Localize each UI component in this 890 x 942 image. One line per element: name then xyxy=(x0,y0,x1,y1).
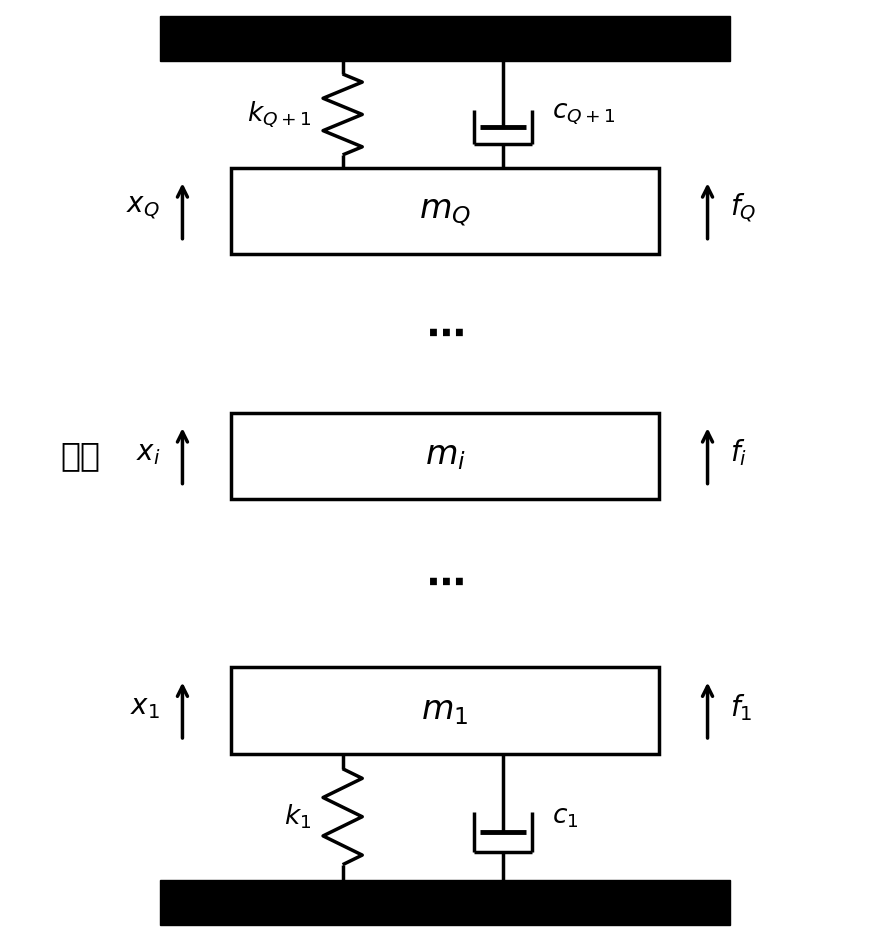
Text: $\boldsymbol{f_1}$: $\boldsymbol{f_1}$ xyxy=(730,691,752,723)
Text: $\boldsymbol{x_1}$: $\boldsymbol{x_1}$ xyxy=(131,693,160,722)
Bar xyxy=(231,667,659,754)
Text: $\boldsymbol{k_1}$: $\boldsymbol{k_1}$ xyxy=(284,803,312,831)
Text: $\boldsymbol{c_{Q+1}}$: $\boldsymbol{c_{Q+1}}$ xyxy=(552,102,616,127)
Text: $\boldsymbol{c_1}$: $\boldsymbol{c_1}$ xyxy=(552,804,578,830)
Text: $\boldsymbol{k_{Q+1}}$: $\boldsymbol{k_{Q+1}}$ xyxy=(247,99,312,130)
Text: $\boldsymbol{f_i}$: $\boldsymbol{f_i}$ xyxy=(730,437,747,468)
Text: $\boldsymbol{f_Q}$: $\boldsymbol{f_Q}$ xyxy=(730,191,756,224)
Text: $\boldsymbol{m_i}$: $\boldsymbol{m_i}$ xyxy=(425,439,465,473)
Bar xyxy=(160,16,730,61)
Bar xyxy=(231,413,659,499)
Bar xyxy=(160,880,730,925)
Text: $\boldsymbol{x_Q}$: $\boldsymbol{x_Q}$ xyxy=(126,194,160,222)
Text: $\boldsymbol{x_i}$: $\boldsymbol{x_i}$ xyxy=(136,439,160,467)
Text: 铁芯: 铁芯 xyxy=(61,439,100,473)
Text: $\boldsymbol{\cdots}$: $\boldsymbol{\cdots}$ xyxy=(426,315,464,352)
Text: $\boldsymbol{\cdots}$: $\boldsymbol{\cdots}$ xyxy=(426,564,464,602)
Bar xyxy=(231,168,659,254)
Text: $\boldsymbol{m_1}$: $\boldsymbol{m_1}$ xyxy=(421,693,469,727)
Text: $\boldsymbol{m_Q}$: $\boldsymbol{m_Q}$ xyxy=(419,194,471,228)
